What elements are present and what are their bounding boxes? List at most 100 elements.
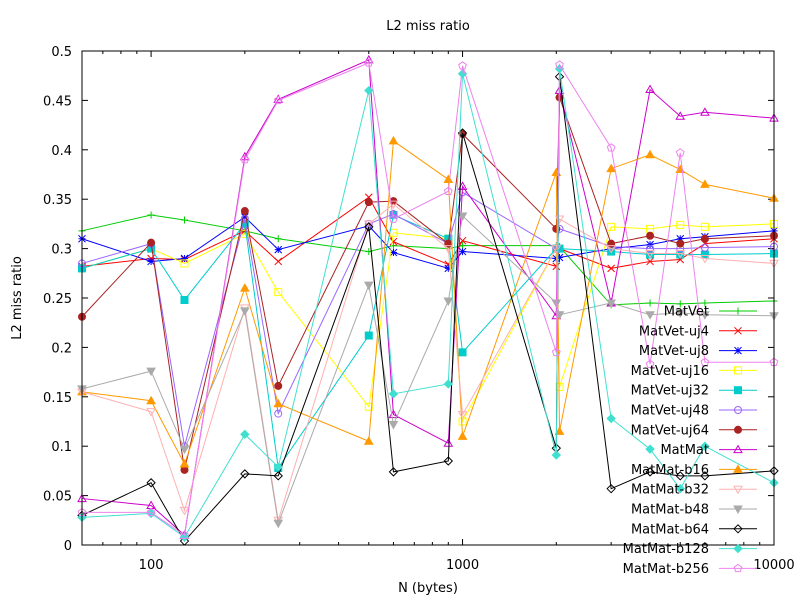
data-point-matvet-uj16 [274,288,283,297]
legend-entry-matmat-b64: MatMat-b64 [631,522,757,537]
data-point-matmat-b128 [443,379,454,389]
legend-label: MatVet-uj4 [639,324,709,339]
data-point-matvet-uj64 [240,207,249,216]
legend-label: MatMat-b48 [631,503,709,518]
data-point-matvet-uj4 [458,236,467,245]
legend-entry-matmat-b16: MatMat-b16 [631,463,757,478]
data-point-matmat-b48 [273,519,284,529]
legend-marker [734,346,742,355]
data-point-matmat-b256 [443,186,453,196]
data-point-matmat-b256 [273,95,283,105]
legend-entry-matmat-b32: MatMat-b32 [631,483,757,498]
data-point-matvet-uj4 [646,257,654,266]
legend-label: MatMat-b16 [631,463,709,478]
data-point-matmat-b48 [645,311,655,320]
data-point-matvet-uj32 [700,250,709,259]
data-point-matmat [700,107,710,116]
data-point-matvet [676,300,684,308]
legend-label: MatVet-uj16 [631,364,709,379]
data-point-matmat [273,94,284,103]
legend-entry-matvet: MatVet [664,305,757,320]
legend-marker [733,464,743,473]
data-point-matvet-uj64 [274,381,283,390]
data-point-matmat-b16 [700,179,710,188]
legend-label: MatMat-b128 [623,542,709,557]
series-matmat-b64 [77,71,779,546]
data-point-matvet-uj48 [274,409,283,418]
x-axis-label: N (bytes) [398,581,458,596]
data-point-matmat-b48 [239,307,250,316]
data-point-matmat-b48 [146,367,156,377]
series-line-matmat-b48 [81,215,775,526]
chart-title: L2 miss ratio [386,19,470,34]
data-point-matmat-b48 [700,311,710,320]
data-point-matmat-b256 [645,359,655,368]
legend-entry-matvet-uj16: MatVet-uj16 [631,364,757,379]
data-point-matmat-b256 [675,148,685,157]
legend-marker [734,406,742,414]
data-point-matmat-b128 [606,413,616,424]
data-point-matmat-b16 [443,174,454,183]
legend-entry-matvet-uj32: MatVet-uj32 [631,384,757,399]
data-point-matmat-b16 [273,398,284,408]
data-point-matmat-b16 [554,426,565,435]
legend-entry-matvet-uj8: MatVet-uj8 [639,344,757,359]
data-point-matvet-uj8 [180,254,189,263]
data-point-matvet-uj48 [646,244,655,253]
data-point-matvet-uj8 [389,248,398,257]
data-point-matvet-uj16 [676,220,685,229]
x-tick-label: 100 [139,558,164,573]
legend-label: MatMat-b256 [623,562,709,577]
data-point-matmat-b48 [551,299,562,308]
data-point-matmat-b256 [551,347,561,357]
data-point-matmat-b48 [457,212,468,222]
data-point-matmat-b48 [443,297,454,306]
y-tick-label: 0.4 [51,144,72,159]
data-point-matvet-uj48 [700,243,709,252]
data-point-matmat-b256 [146,507,156,517]
data-point-matmat-b48 [606,299,617,308]
data-point-matvet-uj4 [607,264,616,273]
data-point-matmat-b256 [606,143,616,152]
data-point-matvet-uj8 [555,253,564,262]
y-tick-label: 0.5 [51,45,72,60]
data-point-matmat-b64 [645,467,655,477]
data-point-matmat-b16 [388,135,399,145]
legend-label: MatVet [664,305,709,320]
data-point-matvet-uj16 [700,222,709,231]
data-point-matmat-b256 [458,61,467,70]
data-point-matmat [645,84,655,94]
y-tick-label: 0.05 [43,490,72,505]
series-matmat-b128 [77,64,779,542]
legend-marker [733,524,743,534]
data-point-matvet-uj8 [240,213,249,221]
data-point-matmat-b64 [675,471,685,481]
data-point-matmat-b256 [389,214,398,223]
legend-entry-matmat: MatMat [660,443,757,458]
legend-entry-matmat-b48: MatMat-b48 [631,503,757,518]
series-line-matmat-b64 [81,76,775,542]
legend-marker [733,505,743,515]
data-point-matvet [147,211,155,219]
data-point-matmat-b32 [675,250,686,259]
data-point-matmat-b32 [146,408,156,417]
data-point-matmat-b64 [364,222,374,232]
data-point-matvet-uj48 [240,214,249,223]
legend: MatVet MatVet-uj4 MatVet-uj8 MatVet-uj16 Mat… [623,305,757,577]
y-tick-label: 0 [64,539,72,554]
legend-entry-matmat-b256: MatMat-b256 [623,562,757,577]
legend-marker [733,543,743,554]
data-point-matmat-b64 [443,456,454,466]
series-line-matmat-b32 [81,203,775,521]
data-point-matmat-b64 [606,483,616,494]
y-tick-label: 0.25 [43,292,72,307]
data-point-matmat-b16 [606,163,617,173]
data-point-matvet [701,299,709,307]
data-point-matmat-b32 [700,254,710,264]
data-point-matmat-b128 [388,389,399,399]
y-axis-label: L2 miss ratio [10,256,25,340]
data-point-matmat-b128 [551,450,562,460]
data-point-matvet-uj8 [444,264,453,273]
